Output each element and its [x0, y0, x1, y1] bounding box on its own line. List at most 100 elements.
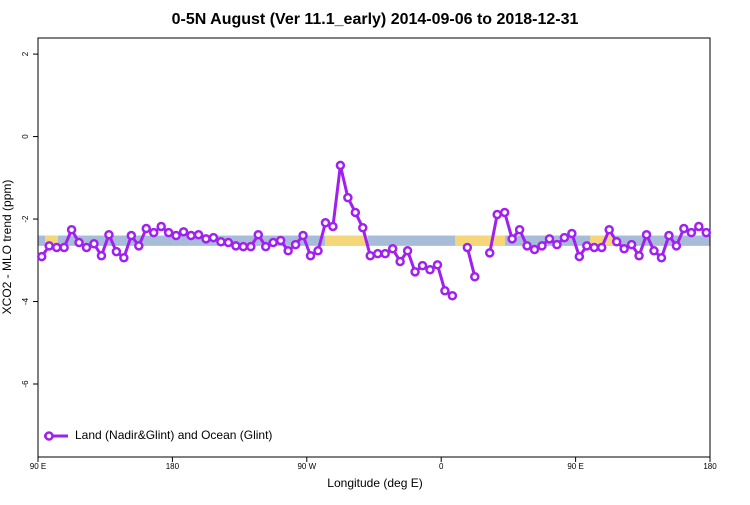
point — [119, 253, 129, 263]
point — [611, 236, 622, 247]
land-band — [325, 235, 369, 246]
point — [238, 241, 249, 252]
point — [641, 229, 652, 240]
y-tick-label: -6 — [21, 380, 30, 388]
point — [694, 221, 704, 232]
point — [372, 248, 383, 259]
point — [484, 248, 495, 258]
point — [201, 234, 211, 244]
point — [492, 209, 502, 220]
point — [544, 234, 555, 244]
series-line — [488, 210, 708, 261]
point — [305, 250, 316, 261]
point — [589, 242, 600, 253]
point — [425, 265, 435, 275]
x-tick-label: 90 E — [30, 462, 46, 471]
land-band — [590, 235, 616, 246]
point — [216, 236, 226, 247]
point — [574, 251, 585, 262]
point — [51, 242, 62, 253]
point — [148, 227, 159, 238]
point — [134, 241, 144, 251]
point — [253, 229, 264, 240]
legend-label: Land (Nadir&Glint) and Ocean (Glint) — [75, 428, 272, 442]
point — [537, 241, 547, 251]
point — [380, 248, 390, 259]
x-tick-label: 90 E — [567, 462, 583, 471]
point — [402, 246, 413, 256]
y-axis-label: XCO2 - MLO trend (ppm) — [0, 180, 14, 315]
point — [656, 253, 667, 263]
point — [358, 222, 368, 233]
point — [514, 225, 525, 235]
point — [186, 230, 196, 241]
x-axis-label: Longitude (deg E) — [327, 476, 422, 490]
point — [679, 223, 689, 234]
point — [343, 192, 353, 203]
point — [626, 239, 637, 250]
y-tick-label: 2 — [21, 51, 30, 56]
point — [499, 207, 510, 218]
point — [141, 223, 152, 234]
point — [163, 227, 174, 238]
point — [36, 251, 47, 262]
point — [649, 246, 659, 256]
point — [171, 230, 181, 241]
point — [529, 244, 540, 255]
point — [275, 235, 286, 246]
point — [328, 221, 338, 232]
y-tick-label: -2 — [21, 215, 30, 223]
point — [178, 227, 189, 237]
land-band — [45, 235, 59, 246]
point — [231, 241, 241, 251]
point — [619, 243, 629, 254]
chart-title: 0-5N August (Ver 11.1_early) 2014-09-06 … — [172, 11, 579, 28]
point — [567, 228, 577, 239]
point — [313, 246, 323, 256]
point — [283, 246, 293, 256]
point — [89, 239, 99, 249]
point — [634, 250, 644, 261]
point — [335, 160, 346, 171]
x-tick-label: 0 — [439, 462, 444, 471]
point — [395, 256, 405, 267]
point — [111, 246, 122, 257]
point — [246, 241, 256, 252]
point — [417, 260, 428, 271]
point — [320, 218, 331, 228]
point — [664, 230, 674, 241]
point — [671, 241, 682, 251]
series-line — [40, 165, 454, 298]
point — [126, 230, 137, 241]
point — [686, 227, 697, 238]
land-band — [455, 235, 506, 246]
point — [44, 241, 54, 251]
point — [59, 242, 69, 253]
point — [507, 234, 517, 244]
point — [74, 237, 84, 248]
point — [66, 225, 77, 235]
x-tick-label: 90 W — [297, 462, 316, 471]
point — [410, 267, 420, 277]
point — [350, 207, 361, 218]
plot-frame — [37, 37, 711, 458]
legend-marker — [44, 431, 54, 441]
x-tick-label: 180 — [703, 462, 717, 471]
x-tick-label: 180 — [166, 462, 180, 471]
point — [440, 286, 450, 296]
point — [387, 243, 398, 254]
point — [298, 230, 308, 241]
y-tick-label: -4 — [21, 297, 30, 305]
point — [596, 242, 607, 253]
point — [208, 232, 219, 243]
point — [447, 291, 458, 301]
point — [701, 227, 712, 238]
point — [432, 260, 443, 270]
point — [290, 239, 301, 250]
point — [156, 221, 166, 232]
point — [223, 237, 234, 248]
point — [81, 242, 92, 253]
y-tick-label: 0 — [21, 134, 30, 139]
point — [582, 241, 592, 251]
